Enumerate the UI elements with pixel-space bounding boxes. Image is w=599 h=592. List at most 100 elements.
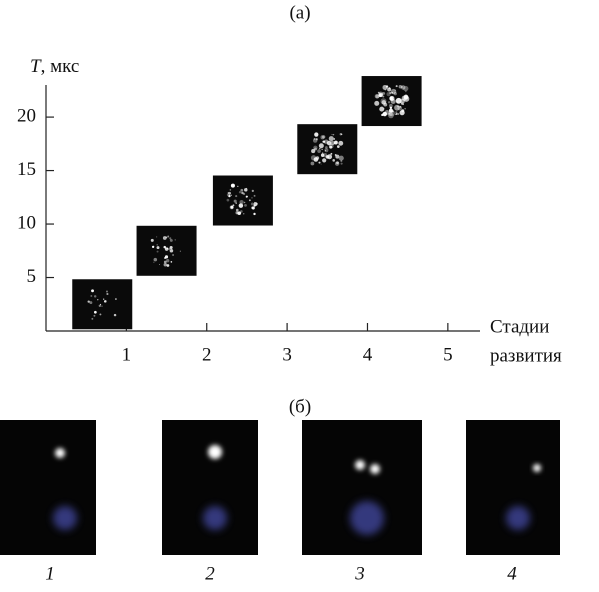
speckle bbox=[310, 161, 315, 166]
speckle bbox=[179, 250, 181, 252]
speckle bbox=[314, 147, 317, 151]
speckle bbox=[378, 92, 383, 98]
speckle bbox=[382, 91, 386, 95]
speckle bbox=[159, 263, 161, 265]
speckle bbox=[384, 110, 390, 115]
speckle bbox=[229, 189, 232, 191]
speckle bbox=[156, 244, 158, 246]
speckle bbox=[243, 201, 246, 204]
speckle bbox=[99, 313, 102, 316]
speckle bbox=[332, 159, 335, 162]
speckle bbox=[328, 136, 334, 142]
photo-label: 3 bbox=[354, 563, 365, 584]
speckle bbox=[398, 113, 400, 115]
speckle bbox=[340, 162, 343, 165]
photos bbox=[0, 420, 560, 555]
speckle bbox=[312, 138, 318, 143]
speckle bbox=[251, 189, 254, 192]
speckle bbox=[389, 103, 393, 108]
speckle bbox=[230, 183, 235, 188]
speckle bbox=[340, 159, 343, 162]
speckle bbox=[381, 113, 384, 117]
speckle bbox=[240, 210, 243, 213]
speckle bbox=[106, 292, 109, 296]
speckle bbox=[400, 85, 406, 90]
speckle bbox=[99, 303, 102, 306]
speckle bbox=[320, 153, 325, 158]
speckle bbox=[172, 254, 174, 256]
speckle bbox=[163, 245, 166, 249]
speckle bbox=[93, 295, 97, 298]
speckle bbox=[340, 133, 343, 136]
speckle bbox=[253, 194, 256, 197]
speckle bbox=[325, 146, 328, 149]
speckle bbox=[153, 257, 158, 262]
speckle bbox=[318, 143, 324, 149]
tile bbox=[72, 279, 133, 330]
speckle bbox=[251, 206, 255, 210]
speckle bbox=[113, 313, 117, 317]
speckle bbox=[379, 106, 385, 112]
y-label-unit: , мкс bbox=[41, 56, 80, 77]
speckle bbox=[331, 133, 333, 135]
x-tick-label: 1 bbox=[122, 344, 132, 365]
speckle bbox=[387, 101, 391, 104]
speckle bbox=[226, 198, 230, 202]
speckle bbox=[402, 103, 404, 106]
speckle bbox=[169, 238, 173, 242]
speckle bbox=[251, 197, 253, 199]
y-axis-label: T, мкс bbox=[30, 56, 79, 77]
image-tile bbox=[297, 124, 358, 175]
speckle bbox=[228, 191, 232, 195]
cell bbox=[506, 506, 530, 530]
x-axis-label: Стадии bbox=[490, 316, 549, 337]
speckle bbox=[315, 138, 318, 141]
speckle bbox=[338, 140, 344, 146]
speckle bbox=[150, 238, 154, 242]
speckle bbox=[163, 260, 167, 264]
bright-spot bbox=[208, 445, 222, 459]
speckle bbox=[156, 246, 160, 250]
speckle bbox=[374, 93, 380, 99]
speckle bbox=[168, 248, 170, 250]
speckle bbox=[313, 145, 318, 150]
y-label-symbol: T bbox=[30, 56, 42, 77]
speckle bbox=[400, 103, 403, 105]
speckle bbox=[321, 148, 323, 151]
speckle bbox=[319, 147, 321, 150]
speckle bbox=[403, 95, 410, 102]
speckle bbox=[238, 191, 242, 194]
x-axis-label: развития bbox=[490, 345, 562, 366]
speckle bbox=[156, 250, 159, 253]
speckle bbox=[87, 300, 90, 303]
speckle bbox=[395, 113, 397, 115]
speckle bbox=[404, 107, 406, 110]
speckle bbox=[153, 261, 155, 263]
x-tick-label: 4 bbox=[363, 344, 373, 365]
panel-label: (а) bbox=[289, 2, 310, 23]
speckle bbox=[241, 191, 244, 195]
speckle bbox=[170, 261, 173, 263]
speckle bbox=[253, 204, 256, 207]
speckle bbox=[398, 85, 403, 89]
speckle bbox=[322, 135, 326, 139]
speckle bbox=[375, 94, 380, 99]
speckle bbox=[320, 163, 322, 165]
speckle bbox=[93, 314, 96, 317]
image-tile bbox=[136, 225, 197, 276]
x-tick-label: 3 bbox=[282, 344, 292, 365]
y-tick-label: 20 bbox=[17, 105, 36, 126]
speckle bbox=[169, 248, 174, 253]
speckle bbox=[243, 213, 245, 215]
image-tile bbox=[361, 76, 422, 127]
speckle bbox=[385, 85, 389, 88]
speckle bbox=[103, 298, 105, 300]
speckle bbox=[320, 135, 325, 140]
speckle bbox=[325, 150, 327, 152]
photo-label: 4 bbox=[507, 563, 517, 584]
speckle bbox=[391, 91, 393, 94]
speckle bbox=[389, 106, 393, 110]
speckle bbox=[399, 110, 405, 116]
speckle bbox=[393, 92, 397, 96]
speckle bbox=[248, 199, 251, 202]
